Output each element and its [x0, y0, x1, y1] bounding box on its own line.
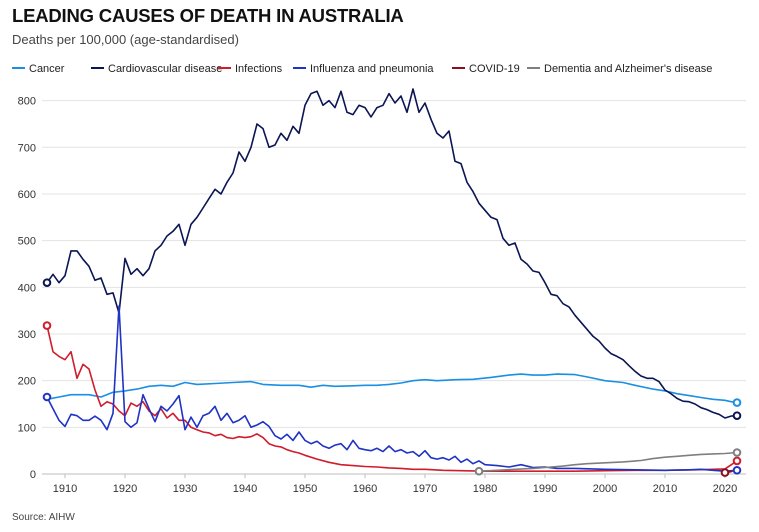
y-tick-label: 800 [18, 96, 36, 108]
series-line-cardiovascular-disease [46, 88, 738, 419]
source-note: Source: AIHW [12, 512, 75, 523]
series-line-cancer [46, 373, 738, 404]
legend-swatch [12, 67, 25, 70]
y-tick-label: 100 [18, 422, 36, 434]
series-line-dementia-and-alzheimer-s-disease [478, 451, 738, 472]
legend-swatch [293, 67, 306, 70]
legend-label: Influenza and pneumonia [310, 63, 434, 75]
gridlines [42, 100, 746, 475]
y-tick-label: 700 [18, 142, 36, 154]
series-end-marker [42, 278, 52, 287]
x-tick-label: 2000 [593, 483, 617, 495]
y-tick-label: 0 [30, 469, 36, 481]
x-tick-label: 1960 [353, 483, 377, 495]
series-end-marker [732, 448, 742, 457]
x-tick-label: 2020 [713, 483, 737, 495]
series-end-marker [732, 411, 742, 420]
legend-swatch [527, 67, 540, 70]
legend-label: Cardiovascular disease [108, 63, 223, 75]
chart-legend: Cancer Cardiovascular disease Infections… [12, 62, 752, 78]
y-tick-label: 600 [18, 189, 36, 201]
series-end-marker [720, 468, 730, 477]
legend-item-influenza: Influenza and pneumonia [293, 62, 434, 76]
legend-swatch [91, 67, 104, 70]
x-tick-label: 2010 [653, 483, 677, 495]
x-tick-label: 1980 [473, 483, 497, 495]
legend-label: Cancer [29, 63, 65, 75]
y-tick-label: 500 [18, 236, 36, 248]
legend-item-cardiovascular: Cardiovascular disease [91, 62, 222, 76]
x-tick-label: 1910 [53, 483, 77, 495]
legend-label: Infections [235, 63, 283, 75]
legend-swatch [452, 67, 465, 70]
x-tick-label: 1970 [413, 483, 437, 495]
legend-item-dementia: Dementia and Alzheimer's disease [527, 62, 712, 76]
y-tick-label: 200 [18, 376, 36, 388]
series-end-marker [42, 321, 52, 330]
series-lines [46, 88, 738, 474]
legend-item-covid: COVID-19 [452, 62, 520, 76]
y-axis-ticks: 0 100 200 300 400 500 600 700 800 [18, 96, 36, 481]
x-tick-label: 1950 [293, 483, 317, 495]
legend-label: COVID-19 [469, 63, 520, 75]
x-tick-label: 1990 [533, 483, 557, 495]
x-tick-label: 1920 [113, 483, 137, 495]
x-tick-label: 1930 [173, 483, 197, 495]
series-end-marker [42, 392, 52, 402]
legend-item-cancer: Cancer [12, 62, 64, 76]
y-tick-label: 300 [18, 329, 36, 341]
series-end-marker [732, 456, 742, 466]
series-end-marker [732, 398, 742, 407]
series-line-influenza-and-pneumonia [46, 305, 738, 472]
series-end-markers [42, 278, 742, 477]
x-axis-ticks: 1910 1920 1930 1940 1950 1960 1970 1980 1990 2000… [53, 474, 737, 495]
series-end-marker [474, 466, 484, 476]
series-end-marker [732, 465, 742, 475]
chart-title: LEADING CAUSES OF DEATH IN AUSTRALIA [12, 5, 404, 26]
legend-label: Dementia and Alzheimer's disease [544, 63, 713, 75]
x-tick-label: 1940 [233, 483, 257, 495]
chart-subtitle: Deaths per 100,000 (age-standardised) [12, 32, 239, 47]
legend-swatch [218, 67, 231, 70]
legend-item-infections: Infections [218, 62, 282, 76]
y-tick-label: 400 [18, 282, 36, 294]
